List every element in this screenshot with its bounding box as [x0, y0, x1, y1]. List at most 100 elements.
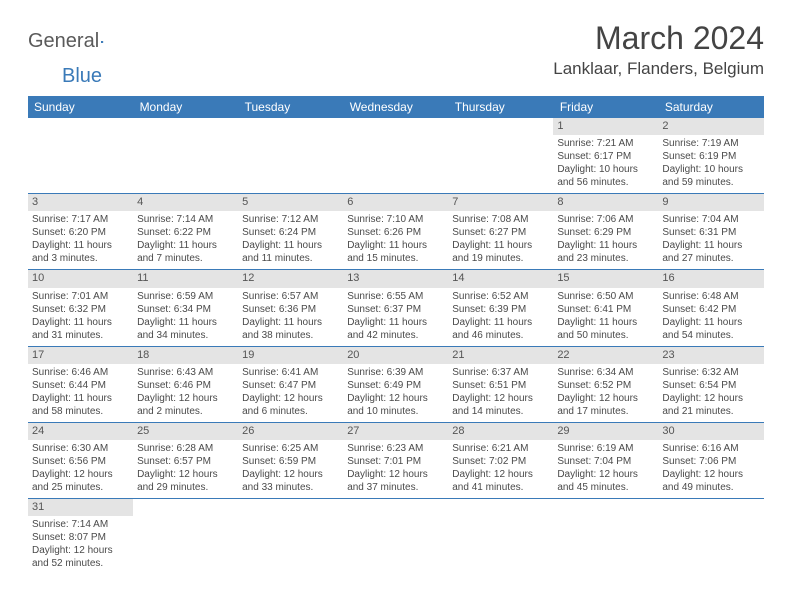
sunrise-text: Sunrise: 6:30 AM — [32, 442, 129, 455]
sunset-text: Sunset: 6:46 PM — [137, 379, 234, 392]
daylight-text: Daylight: 11 hours and 42 minutes. — [347, 316, 444, 342]
sunset-text: Sunset: 6:57 PM — [137, 455, 234, 468]
sunrise-text: Sunrise: 6:32 AM — [662, 366, 759, 379]
daylight-text: Daylight: 12 hours and 14 minutes. — [452, 392, 549, 418]
calendar-cell: 17Sunrise: 6:46 AMSunset: 6:44 PMDayligh… — [28, 346, 133, 422]
calendar-cell: 19 Sunrise: 6:41 AMSunset: 6:47 PMDayligh… — [238, 346, 343, 422]
sunrise-text: Sunrise: 6:34 AM — [557, 366, 654, 379]
day-number: 10 — [28, 270, 133, 287]
day-number: 30 — [658, 423, 763, 440]
day-number: 4 — [133, 194, 238, 211]
calendar-cell — [343, 498, 448, 574]
sunset-text: Sunset: 6:29 PM — [557, 226, 654, 239]
sunset-text: Sunset: 6:27 PM — [452, 226, 549, 239]
day-number: 20 — [343, 347, 448, 364]
sunset-text: Sunset: 6:31 PM — [662, 226, 759, 239]
sunset-text: Sunset: 6:49 PM — [347, 379, 444, 392]
daylight-text: Daylight: 11 hours and 31 minutes. — [32, 316, 129, 342]
calendar-cell: 2Sunrise: 7:19 AMSunset: 6:19 PMDaylight… — [658, 118, 763, 194]
sunset-text: Sunset: 6:39 PM — [452, 303, 549, 316]
sunset-text: Sunset: 6:52 PM — [557, 379, 654, 392]
sunset-text: Sunset: 6:24 PM — [242, 226, 339, 239]
calendar-row: 24Sunrise: 6:30 AMSunset: 6:56 PMDayligh… — [28, 422, 764, 498]
sunrise-text: Sunrise: 6:46 AM — [32, 366, 129, 379]
calendar-cell: 7Sunrise: 7:08 AMSunset: 6:27 PMDaylight… — [448, 194, 553, 270]
flag-icon — [101, 34, 105, 50]
day-number: 6 — [343, 194, 448, 211]
day-number: 9 — [658, 194, 763, 211]
sunset-text: Sunset: 6:42 PM — [662, 303, 759, 316]
day-number: 7 — [448, 194, 553, 211]
calendar-cell: 15Sunrise: 6:50 AMSunset: 6:41 PMDayligh… — [553, 270, 658, 346]
sunrise-text: Sunrise: 7:19 AM — [662, 137, 759, 150]
day-number: 16 — [658, 270, 763, 287]
daylight-text: Daylight: 12 hours and 6 minutes. — [242, 392, 339, 418]
location-label: Lanklaar, Flanders, Belgium — [553, 59, 764, 79]
calendar-cell — [133, 498, 238, 574]
calendar-row: 3Sunrise: 7:17 AMSunset: 6:20 PMDaylight… — [28, 194, 764, 270]
calendar-cell: 9 Sunrise: 7:04 AMSunset: 6:31 PMDaylight… — [658, 194, 763, 270]
sunset-text: Sunset: 6:54 PM — [662, 379, 759, 392]
daylight-text: Daylight: 10 hours and 56 minutes. — [557, 163, 654, 189]
sunset-text: Sunset: 7:04 PM — [557, 455, 654, 468]
daylight-text: Daylight: 11 hours and 11 minutes. — [242, 239, 339, 265]
sunset-text: Sunset: 6:44 PM — [32, 379, 129, 392]
day-number: 13 — [343, 270, 448, 287]
daylight-text: Daylight: 11 hours and 34 minutes. — [137, 316, 234, 342]
sunrise-text: Sunrise: 6:59 AM — [137, 290, 234, 303]
daylight-text: Daylight: 12 hours and 52 minutes. — [32, 544, 129, 570]
sunrise-text: Sunrise: 6:21 AM — [452, 442, 549, 455]
weekday-header: Monday — [133, 96, 238, 118]
calendar-cell: 31Sunrise: 7:14 AMSunset: 8:07 PMDayligh… — [28, 498, 133, 574]
day-number: 18 — [133, 347, 238, 364]
logo-text-general: General — [28, 30, 99, 53]
sunrise-text: Sunrise: 6:41 AM — [242, 366, 339, 379]
sunset-text: Sunset: 6:37 PM — [347, 303, 444, 316]
day-number: 23 — [658, 347, 763, 364]
logo-text-blue: Blue — [62, 65, 102, 87]
daylight-text: Daylight: 11 hours and 27 minutes. — [662, 239, 759, 265]
calendar-body: 1Sunrise: 7:21 AMSunset: 6:17 PMDaylight… — [28, 118, 764, 574]
calendar-cell: 3Sunrise: 7:17 AMSunset: 6:20 PMDaylight… — [28, 194, 133, 270]
calendar-cell: 22Sunrise: 6:34 AMSunset: 6:52 PMDayligh… — [553, 346, 658, 422]
sunset-text: Sunset: 6:22 PM — [137, 226, 234, 239]
sunset-text: Sunset: 6:20 PM — [32, 226, 129, 239]
weekday-header: Friday — [553, 96, 658, 118]
sunset-text: Sunset: 6:32 PM — [32, 303, 129, 316]
day-number: 26 — [238, 423, 343, 440]
sunrise-text: Sunrise: 7:04 AM — [662, 213, 759, 226]
sunset-text: Sunset: 6:51 PM — [452, 379, 549, 392]
day-number: 5 — [238, 194, 343, 211]
daylight-text: Daylight: 12 hours and 29 minutes. — [137, 468, 234, 494]
day-number: 1 — [553, 118, 658, 135]
page-title: March 2024 — [553, 20, 764, 57]
weekday-header: Wednesday — [343, 96, 448, 118]
sunset-text: Sunset: 6:17 PM — [557, 150, 654, 163]
sunset-text: Sunset: 6:47 PM — [242, 379, 339, 392]
day-number: 31 — [28, 499, 133, 516]
title-block: March 2024 Lanklaar, Flanders, Belgium — [553, 20, 764, 79]
calendar-cell: 14Sunrise: 6:52 AMSunset: 6:39 PMDayligh… — [448, 270, 553, 346]
sunrise-text: Sunrise: 7:21 AM — [557, 137, 654, 150]
calendar-row: 17 Sunrise: 6:46 AMSunset: 6:44 PM Dayligh… — [28, 346, 764, 422]
calendar-cell — [238, 118, 343, 194]
calendar-cell: 4Sunrise: 7:14 AMSunset: 6:22 PMDaylight… — [133, 194, 238, 270]
daylight-text: Daylight: 11 hours and 46 minutes. — [452, 316, 549, 342]
daylight-text: Daylight: 12 hours and 10 minutes. — [347, 392, 444, 418]
daylight-text: Daylight: 12 hours and 2 minutes. — [137, 392, 234, 418]
day-number: 19 — [238, 347, 343, 364]
daylight-text: Daylight: 11 hours and 50 minutes. — [557, 316, 654, 342]
daylight-text: Daylight: 11 hours and 19 minutes. — [452, 239, 549, 265]
sunrise-text: Sunrise: 7:01 AM — [32, 290, 129, 303]
day-number: 15 — [553, 270, 658, 287]
calendar-row: 1 Sunrise: 7:21 AMSunset: 6:17 PMDaylight… — [28, 118, 764, 194]
calendar-cell — [133, 118, 238, 194]
calendar-cell: 16Sunrise: 6:48 AMSunset: 6:42 PMDayligh… — [658, 270, 763, 346]
day-number: 27 — [343, 423, 448, 440]
weekday-header: Saturday — [658, 96, 763, 118]
sunrise-text: Sunrise: 7:14 AM — [32, 518, 129, 531]
sunrise-text: Sunrise: 7:14 AM — [137, 213, 234, 226]
daylight-text: Daylight: 12 hours and 17 minutes. — [557, 392, 654, 418]
day-number: 17 — [28, 347, 133, 364]
daylight-text: Daylight: 11 hours and 23 minutes. — [557, 239, 654, 265]
